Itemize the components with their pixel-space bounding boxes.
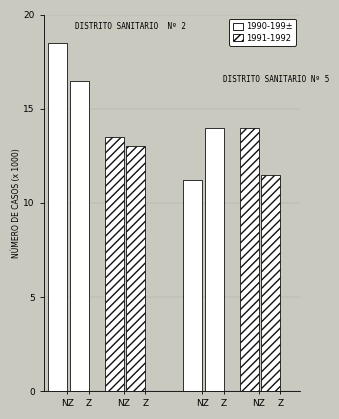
Bar (240, 128, 259, 391)
Text: DISTRITO SANITARIO Nº 5: DISTRITO SANITARIO Nº 5 (223, 75, 330, 84)
Bar (261, 175, 280, 391)
Bar (48, 43, 67, 391)
Legend: 1990-199±, 1991-1992: 1990-199±, 1991-1992 (229, 19, 296, 46)
Bar (104, 137, 123, 391)
Bar (183, 180, 202, 391)
Y-axis label: NÚMERO DE CASOS (x 1000): NÚMERO DE CASOS (x 1000) (11, 148, 21, 258)
Bar (205, 128, 224, 391)
Bar (126, 146, 145, 391)
Text: DISTRITO SANITARIO  Nº 2: DISTRITO SANITARIO Nº 2 (75, 22, 186, 31)
Bar (70, 80, 89, 391)
